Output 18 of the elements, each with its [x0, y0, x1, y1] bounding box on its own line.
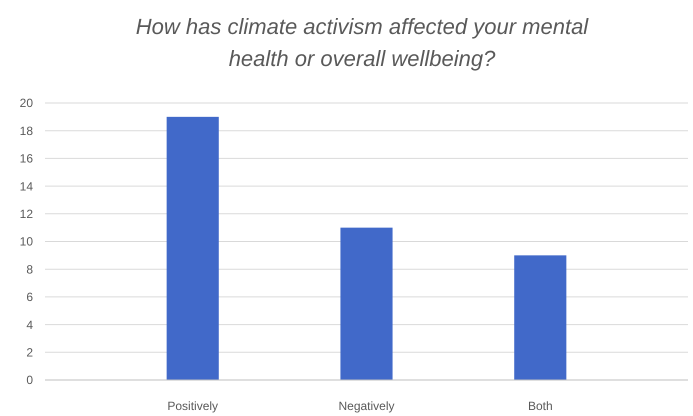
bar: [514, 255, 566, 380]
y-tick-label: 10: [20, 234, 34, 249]
bar: [166, 116, 219, 380]
y-tick-label: 2: [26, 346, 34, 360]
x-tick-label: Both: [528, 399, 553, 413]
x-tick-label: Negatively: [338, 399, 395, 413]
y-tick-label: 4: [26, 318, 34, 332]
y-tick-label: 20: [20, 96, 34, 110]
chart-title: How has climate activism affected your mental health or overall wellbeing?: [136, 14, 590, 71]
y-tick-label: 16: [20, 152, 34, 166]
y-tick-label: 8: [26, 262, 34, 276]
y-tick-label: 12: [20, 207, 34, 221]
y-tick-label: 18: [20, 124, 34, 138]
y-tick-label: 0: [26, 373, 34, 388]
bar: [340, 228, 393, 380]
y-tick-label: 6: [26, 290, 34, 304]
y-tick-label: 14: [20, 179, 34, 194]
x-tick-label: Positively: [167, 399, 218, 413]
